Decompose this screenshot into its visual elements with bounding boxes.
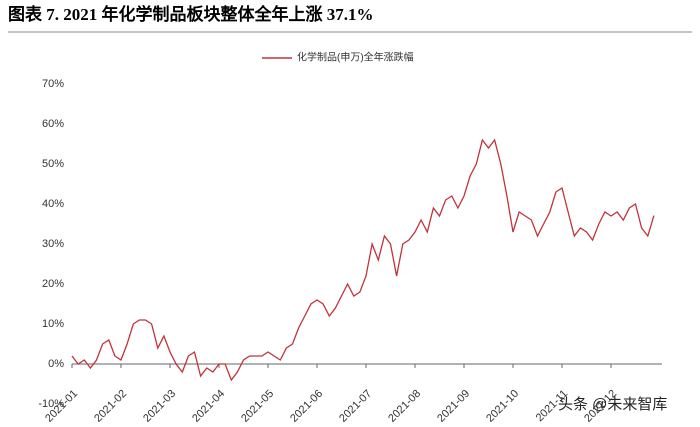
chart-title: 图表 7. 2021 年化学制品板块整体全年上涨 37.1% bbox=[8, 4, 374, 24]
line-series bbox=[71, 138, 655, 382]
x-tick-label: 2021-07 bbox=[337, 388, 374, 425]
x-tick-label: 2021-06 bbox=[288, 388, 325, 425]
x-tick-label: 2021-03 bbox=[141, 388, 178, 425]
legend-label: 化学制品(申万)全年涨跌幅 bbox=[297, 51, 414, 64]
y-tick-label: 0% bbox=[48, 358, 64, 370]
x-tick-label: 2021-02 bbox=[92, 388, 129, 425]
x-tick-label: 2021-08 bbox=[386, 388, 423, 425]
y-tick-label: -10% bbox=[38, 398, 64, 410]
y-tick-label: 50% bbox=[42, 158, 64, 170]
x-tick-label: 2021-04 bbox=[190, 388, 227, 425]
y-tick-label: 40% bbox=[42, 198, 64, 210]
x-tick-label: 2021-10 bbox=[484, 388, 521, 425]
y-tick-label: 10% bbox=[42, 318, 64, 330]
x-tick-label: 2021-05 bbox=[239, 388, 276, 425]
x-tick-label: 2021-09 bbox=[435, 388, 472, 425]
y-tick-label: 60% bbox=[42, 118, 64, 130]
y-tick-label: 30% bbox=[42, 238, 64, 250]
watermark: 头条 @未来智库 bbox=[558, 395, 667, 413]
y-tick-label: 70% bbox=[42, 78, 64, 90]
y-tick-label: 20% bbox=[42, 278, 64, 290]
